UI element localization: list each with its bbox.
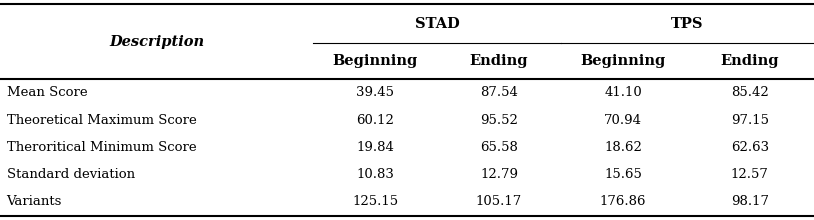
Text: 95.52: 95.52	[480, 114, 518, 127]
Text: 97.15: 97.15	[731, 114, 768, 127]
Text: Variants: Variants	[7, 195, 62, 209]
Text: Beginning: Beginning	[333, 54, 418, 68]
Text: 62.63: 62.63	[731, 141, 768, 154]
Text: 19.84: 19.84	[357, 141, 394, 154]
Text: Standard deviation: Standard deviation	[7, 168, 134, 181]
Text: Ending: Ending	[720, 54, 779, 68]
Text: 12.57: 12.57	[731, 168, 768, 181]
Text: Theroritical Minimum Score: Theroritical Minimum Score	[7, 141, 196, 154]
Text: 39.45: 39.45	[357, 86, 394, 99]
Text: Beginning: Beginning	[580, 54, 666, 68]
Text: 18.62: 18.62	[604, 141, 642, 154]
Text: 60.12: 60.12	[357, 114, 394, 127]
Text: 15.65: 15.65	[604, 168, 642, 181]
Text: 41.10: 41.10	[604, 86, 642, 99]
Text: 176.86: 176.86	[600, 195, 646, 209]
Text: 98.17: 98.17	[731, 195, 768, 209]
Text: 65.58: 65.58	[480, 141, 518, 154]
Text: 87.54: 87.54	[480, 86, 518, 99]
Text: TPS: TPS	[672, 17, 703, 31]
Text: 125.15: 125.15	[352, 195, 398, 209]
Text: 70.94: 70.94	[604, 114, 642, 127]
Text: Theoretical Maximum Score: Theoretical Maximum Score	[7, 114, 196, 127]
Text: 85.42: 85.42	[731, 86, 768, 99]
Text: Mean Score: Mean Score	[7, 86, 87, 99]
Text: STAD: STAD	[415, 17, 459, 31]
Text: 105.17: 105.17	[476, 195, 522, 209]
Text: 10.83: 10.83	[357, 168, 394, 181]
Text: 12.79: 12.79	[480, 168, 518, 181]
Text: Description: Description	[109, 35, 204, 49]
Text: Ending: Ending	[470, 54, 528, 68]
